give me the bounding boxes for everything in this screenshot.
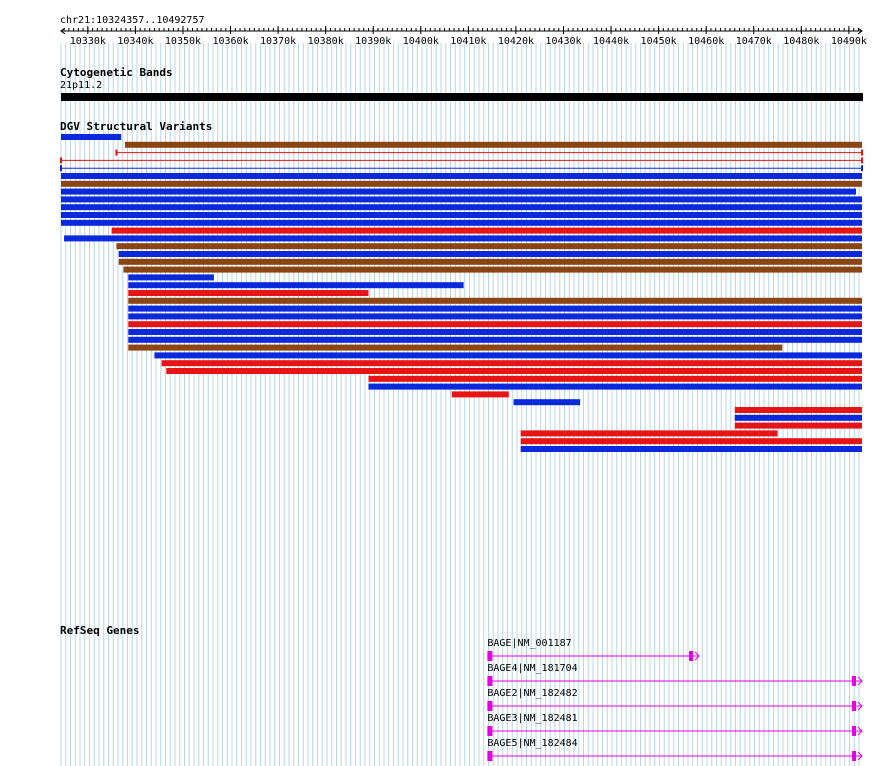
ruler-tick-label: 10420k (498, 36, 534, 47)
strand-arrow-icon (857, 751, 863, 761)
dgv-variant (61, 180, 862, 187)
strand-arrow-icon (694, 651, 700, 661)
dgv-variant (118, 258, 863, 265)
gene-label: BAGE3|NM_182481 (487, 713, 577, 724)
ruler-tick-label: 10410k (450, 36, 486, 47)
dgv-variant (128, 321, 863, 328)
gene-exon (487, 651, 493, 661)
dgv-variant (61, 188, 857, 195)
cytoband-bar (61, 93, 863, 101)
dgv-variant (368, 383, 862, 390)
gene-exon (689, 651, 694, 661)
ruler-tick-label: 10450k (641, 36, 677, 47)
gene-exon (487, 726, 493, 736)
strand-arrow-icon (857, 726, 863, 736)
dgv-variant (118, 251, 863, 257)
cytoband-label: 21p11.2 (60, 80, 103, 91)
ruler-right-arrow-icon (857, 27, 863, 35)
gene-label: BAGE4|NM_181704 (487, 663, 577, 674)
dgv-variant (128, 305, 863, 312)
ruler-tick-label: 10370k (260, 36, 296, 47)
ruler-tick-label: 10490k (831, 36, 867, 47)
dgv-variant (111, 227, 862, 234)
gene-exon (487, 676, 493, 686)
strand-arrow-icon (857, 676, 863, 686)
dgv-variant (128, 282, 464, 289)
dgv-variant (61, 173, 862, 179)
dgv-variant (520, 438, 862, 445)
gene-exon (487, 751, 493, 761)
dgv-variant (123, 266, 863, 273)
gene-label: BAGE5|NM_182484 (487, 738, 577, 749)
region-coordinates: chr21:10324357..10492757 (60, 15, 205, 26)
ruler-tick-label: 10390k (355, 36, 391, 47)
ruler-tick-label: 10440k (593, 36, 629, 47)
gene-exon (852, 751, 856, 761)
ruler-tick-label: 10350k (165, 36, 201, 47)
dgv-variant (520, 430, 778, 437)
gene-exon (852, 676, 856, 686)
dgv-variant (128, 336, 863, 343)
gene-exon (852, 726, 856, 736)
dgv-variant (128, 329, 863, 335)
dgv-variant (734, 414, 862, 421)
dgv-variant (116, 243, 862, 250)
dgv-variant (513, 399, 581, 406)
track-title-cytobands[interactable]: Cytogenetic Bands (60, 66, 173, 79)
dgv-variant (734, 407, 862, 413)
dgv-variant (124, 141, 862, 148)
dgv-variant (61, 212, 862, 218)
dgv-variant (128, 313, 863, 320)
dgv-variant (154, 352, 862, 359)
dgv-variant (161, 360, 862, 367)
ruler-tick-label: 10460k (688, 36, 724, 47)
ruler-tick-label: 10480k (783, 36, 819, 47)
dgv-variant (128, 274, 214, 281)
dgv-variant (61, 196, 862, 203)
dgv-variant (368, 375, 862, 382)
gene-label: BAGE|NM_001187 (487, 638, 571, 649)
dgv-variant (520, 446, 862, 452)
gene-exon (852, 701, 856, 711)
dgv-variant (61, 134, 122, 140)
dgv-variant (451, 391, 509, 398)
dgv-variant (166, 368, 863, 374)
dgv-variant (61, 204, 862, 211)
ruler-tick-label: 10340k (117, 36, 153, 47)
dgv-variant (128, 290, 369, 296)
gene-label: BAGE2|NM_182482 (487, 688, 577, 699)
dgv-variant (61, 219, 862, 226)
track-title-dgv[interactable]: DGV Structural Variants (60, 120, 213, 133)
dgv-variant (64, 235, 862, 242)
ruler-tick-label: 10330k (70, 36, 106, 47)
ruler-tick-label: 10360k (212, 36, 248, 47)
ruler-tick-label: 10470k (736, 36, 772, 47)
ruler-tick-label: 10430k (545, 36, 581, 47)
ruler-tick-label: 10380k (308, 36, 344, 47)
dgv-variant (734, 422, 862, 429)
strand-arrow-icon (857, 701, 863, 711)
dgv-variant (128, 344, 783, 351)
track-title-refseq[interactable]: RefSeq Genes (60, 624, 140, 637)
gene-exon (487, 701, 493, 711)
ruler-tick-label: 10400k (403, 36, 439, 47)
dgv-variant (128, 297, 863, 304)
